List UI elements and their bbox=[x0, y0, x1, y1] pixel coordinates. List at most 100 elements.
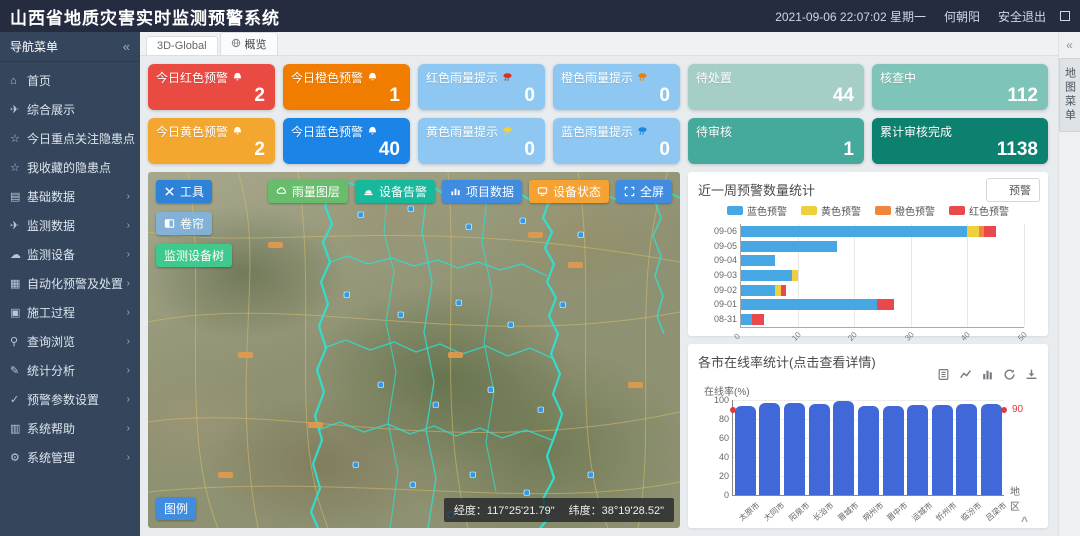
tab-3d-global[interactable]: 3D-Global bbox=[146, 36, 218, 55]
map-tools-button[interactable]: 工具 bbox=[156, 180, 213, 203]
device-marker-icon[interactable] bbox=[377, 381, 384, 388]
online-chart-plot[interactable]: 0 20 40 60 80 100 太原市 大同市 阳泉市 长治市 晋城市 朔州市 晋中市 运城市 忻州市临… bbox=[714, 395, 1023, 523]
sidebar-item-8[interactable]: ▣ 施工过程 › bbox=[0, 298, 140, 327]
bar-row-09-05[interactable]: 09-05 bbox=[714, 240, 1024, 252]
weekly-chart-plot[interactable]: 0 10 20 30 40 50 09-06 09-05 09-04 09-03 09-02 09-0… bbox=[714, 224, 1029, 343]
tab-overview[interactable]: 概览 bbox=[219, 32, 278, 55]
device-marker-icon[interactable] bbox=[507, 321, 514, 328]
city-bar-长治市[interactable] bbox=[808, 403, 830, 495]
city-bar-阳泉市[interactable] bbox=[784, 402, 806, 495]
fullscreen-icon[interactable] bbox=[1060, 11, 1070, 21]
data-view-icon[interactable] bbox=[937, 368, 950, 386]
sidebar-collapse-icon[interactable]: « bbox=[122, 39, 130, 54]
sidebar-item-3[interactable]: ☆ 我收藏的隐患点 bbox=[0, 153, 140, 182]
logout-link[interactable]: 安全退出 bbox=[997, 9, 1046, 24]
sidebar-item-7[interactable]: ▦ 自动化预警及处置 › bbox=[0, 269, 140, 298]
legend-swatch bbox=[727, 206, 743, 215]
map-layer-button-2[interactable]: 项目数据 bbox=[441, 180, 522, 203]
device-marker-icon[interactable] bbox=[343, 291, 350, 298]
warning-card-4[interactable]: 今日黄色预警 2 bbox=[148, 118, 275, 164]
legend-item-3[interactable]: 红色预警 bbox=[949, 203, 1009, 218]
device-marker-icon[interactable] bbox=[432, 401, 439, 408]
map-legend-button[interactable]: 图例 bbox=[156, 497, 197, 520]
warning-card-7[interactable]: 蓝色雨量提示 0 bbox=[553, 118, 680, 164]
city-bar-大同市[interactable] bbox=[759, 402, 781, 495]
city-bar-太原市[interactable] bbox=[734, 405, 756, 495]
sidebar-item-13[interactable]: ⚙ 系统管理 › bbox=[0, 443, 140, 472]
device-marker-icon[interactable] bbox=[559, 301, 566, 308]
warning-filter-button[interactable]: 预警 bbox=[986, 178, 1040, 202]
sidebar-item-6[interactable]: ☁ 监测设备 › bbox=[0, 240, 140, 269]
city-bar-晋中市[interactable] bbox=[882, 405, 904, 495]
map-curtain-button[interactable]: 卷帘 bbox=[156, 212, 213, 235]
sidebar-item-11[interactable]: ✓ 预警参数设置 › bbox=[0, 385, 140, 414]
bar-row-09-02[interactable]: 09-02 bbox=[714, 284, 1024, 296]
device-marker-icon[interactable] bbox=[523, 489, 530, 496]
warning-card-5[interactable]: 今日蓝色预警 40 bbox=[283, 118, 410, 164]
legend-item-1[interactable]: 黄色预警 bbox=[801, 203, 861, 218]
sidebar-item-5[interactable]: ✈ 监测数据 › bbox=[0, 211, 140, 240]
device-marker-icon[interactable] bbox=[455, 299, 462, 306]
warning-card-1[interactable]: 今日橙色预警 1 bbox=[283, 64, 410, 110]
task-card-2[interactable]: 待审核 1 bbox=[688, 118, 864, 164]
bar-row-08-31[interactable]: 08-31 bbox=[714, 314, 1024, 326]
warning-card-2[interactable]: 红色雨量提示 0 bbox=[418, 64, 545, 110]
city-bar-运城市[interactable] bbox=[907, 404, 929, 495]
map-menu-vertical-tab[interactable]: 地图菜单 bbox=[1058, 58, 1080, 132]
city-bar-吕梁市[interactable] bbox=[981, 403, 1003, 495]
sidebar-item-1[interactable]: ✈ 综合展示 bbox=[0, 95, 140, 124]
task-card-0[interactable]: 待处置 44 bbox=[688, 64, 864, 110]
line-chart-icon[interactable] bbox=[959, 368, 972, 386]
map-layer-button-0[interactable]: 雨量图层 bbox=[267, 180, 348, 203]
right-collapse-icon[interactable]: « bbox=[1066, 38, 1073, 52]
map-layer-button-1[interactable]: 设备告警 bbox=[354, 180, 435, 203]
warning-card-6[interactable]: 黄色雨量提示 0 bbox=[418, 118, 545, 164]
device-marker-icon[interactable] bbox=[487, 386, 494, 393]
map-view[interactable]: 工具 卷帘 监测设备树 雨量图层 设备告警 项目数据 设备状态 全屏 图例 经度：117… bbox=[148, 172, 680, 528]
download-icon[interactable] bbox=[1025, 368, 1038, 386]
sidebar-item-10[interactable]: ✎ 统计分析 › bbox=[0, 356, 140, 385]
sidebar-item-9[interactable]: ⚲ 查询浏览 › bbox=[0, 327, 140, 356]
map-road bbox=[148, 311, 680, 327]
city-bar-忻州市[interactable] bbox=[931, 404, 953, 495]
sidebar-item-4[interactable]: ▤ 基础数据 › bbox=[0, 182, 140, 211]
legend-item-2[interactable]: 橙色预警 bbox=[875, 203, 935, 218]
device-marker-icon[interactable] bbox=[409, 481, 416, 488]
map-layer-button-3[interactable]: 设备状态 bbox=[528, 180, 609, 203]
map-layer-button-4[interactable]: 全屏 bbox=[615, 180, 672, 203]
device-marker-icon[interactable] bbox=[469, 471, 476, 478]
sidebar-item-12[interactable]: ▥ 系统帮助 › bbox=[0, 414, 140, 443]
device-marker-icon[interactable] bbox=[352, 461, 359, 468]
warning-card-3[interactable]: 橙色雨量提示 0 bbox=[553, 64, 680, 110]
device-marker-icon[interactable] bbox=[537, 406, 544, 413]
bar-row-09-04[interactable]: 09-04 bbox=[714, 255, 1024, 267]
collapse-up-icon[interactable]: ^ bbox=[1020, 514, 1028, 528]
device-marker-icon[interactable] bbox=[397, 311, 404, 318]
map-device-tree-button[interactable]: 监测设备树 bbox=[156, 244, 233, 267]
device-marker-icon[interactable] bbox=[407, 205, 414, 212]
current-user[interactable]: 何朝阳 bbox=[943, 9, 980, 24]
bar-row-09-06[interactable]: 09-06 bbox=[714, 225, 1024, 237]
task-card-3[interactable]: 累计审核完成 1138 bbox=[872, 118, 1048, 164]
city-bar-朔州市[interactable] bbox=[857, 405, 879, 495]
refresh-icon[interactable] bbox=[1003, 368, 1016, 386]
device-marker-icon[interactable] bbox=[587, 471, 594, 478]
bar-row-09-01[interactable]: 09-01 bbox=[714, 299, 1024, 311]
device-marker-icon[interactable] bbox=[465, 223, 472, 230]
sidebar-item-2[interactable]: ☆ 今日重点关注隐患点 bbox=[0, 124, 140, 153]
sidebar-item-0[interactable]: ⌂ 首页 bbox=[0, 66, 140, 95]
legend-item-0[interactable]: 蓝色预警 bbox=[727, 203, 787, 218]
task-card-1[interactable]: 核查中 112 bbox=[872, 64, 1048, 110]
device-marker-icon[interactable] bbox=[519, 217, 526, 224]
city-bar-临汾市[interactable] bbox=[956, 403, 978, 495]
device-marker-icon[interactable] bbox=[577, 231, 584, 238]
warning-card-0[interactable]: 今日红色预警 2 bbox=[148, 64, 275, 110]
chevron-right-icon: › bbox=[126, 220, 130, 231]
device-marker-icon[interactable] bbox=[357, 211, 364, 218]
city-bar-晋城市[interactable] bbox=[833, 400, 855, 495]
y-category-label: 09-05 bbox=[713, 240, 737, 251]
bar-chart-icon[interactable] bbox=[981, 368, 994, 386]
button-label: 设备告警 bbox=[378, 185, 427, 199]
bar-row-09-03[interactable]: 09-03 bbox=[714, 270, 1024, 281]
